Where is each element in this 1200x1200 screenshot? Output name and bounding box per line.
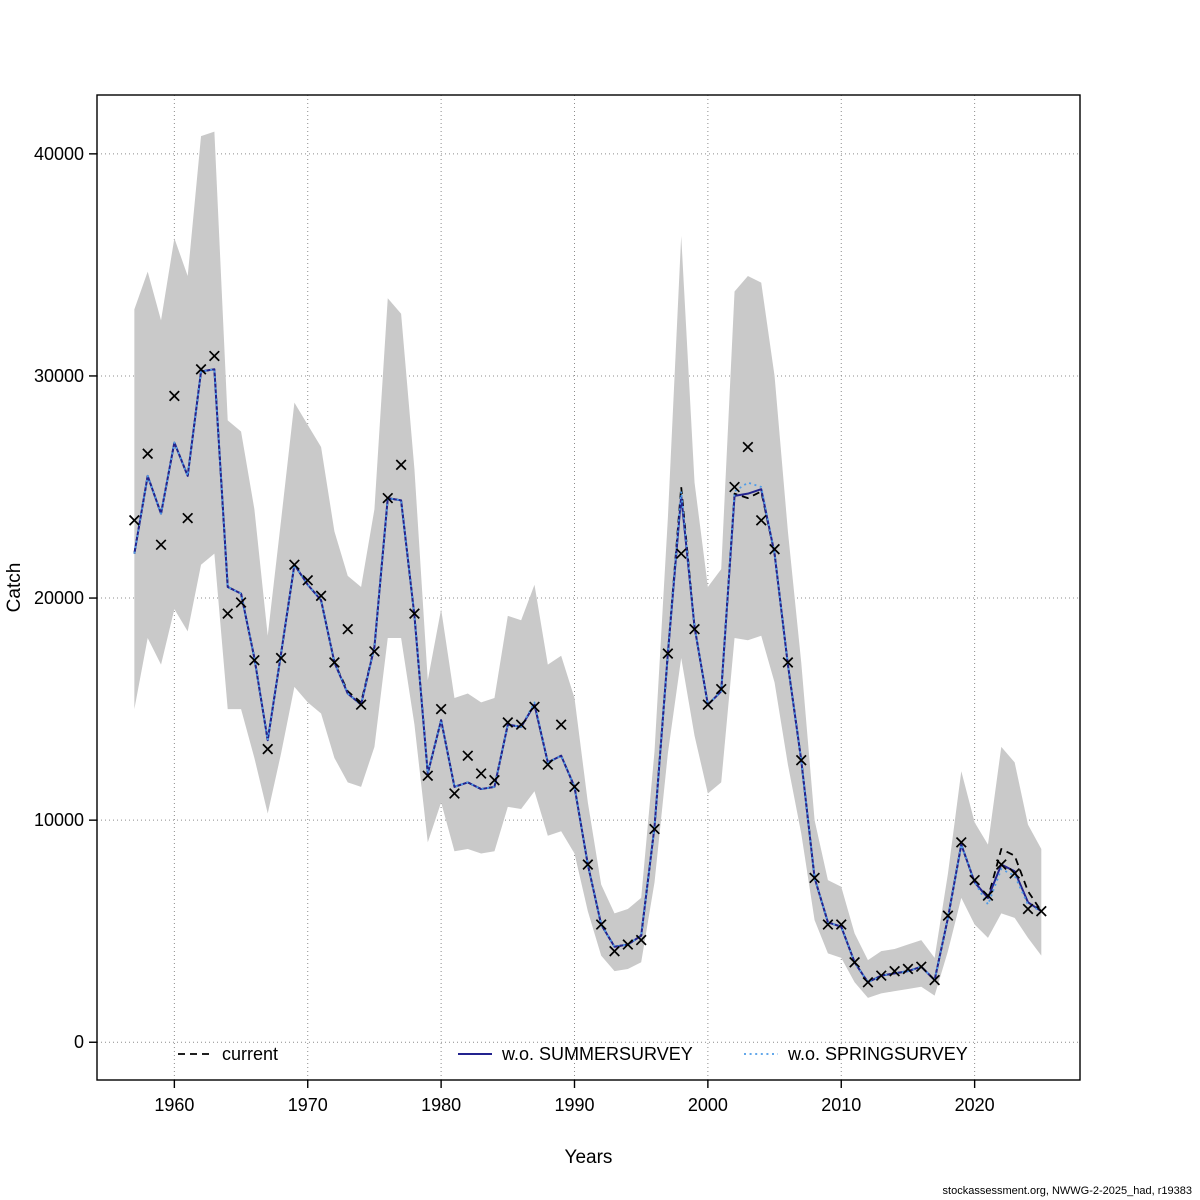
observation-marker [435, 703, 447, 715]
observation-marker [542, 759, 554, 771]
y-tick-label: 30000 [34, 366, 84, 386]
observation-marker [595, 919, 607, 930]
observation-marker [795, 754, 807, 766]
observation-marker [689, 623, 700, 635]
y-tick-label: 10000 [34, 810, 84, 830]
observation-marker [409, 608, 420, 619]
observation-marker [515, 719, 527, 731]
observation-marker [849, 956, 860, 968]
observation-marker [875, 970, 887, 982]
observation-marker [275, 652, 287, 664]
legend-label: w.o. SPRINGSURVEY [787, 1044, 968, 1064]
y-tick-label: 0 [74, 1032, 84, 1052]
observation-marker [182, 512, 194, 524]
observation-marker [422, 770, 434, 782]
observation-marker [208, 350, 220, 362]
x-tick-label: 1990 [554, 1095, 594, 1115]
observation-marker [822, 919, 834, 930]
observation-marker [302, 574, 314, 586]
legend-item-wo-summersurvey: w.o. SUMMERSURVEY [458, 1044, 693, 1064]
footer-attribution: stockassessment.org, NWWG-2-2025_had, r1… [942, 1185, 1192, 1197]
observation-marker [489, 774, 500, 786]
observation-marker [1009, 868, 1021, 879]
observation-marker [769, 543, 780, 555]
x-tick-label: 1970 [288, 1095, 328, 1115]
observation-marker [288, 559, 300, 571]
legend-label: w.o. SUMMERSURVEY [501, 1044, 693, 1064]
observation-marker [902, 963, 914, 975]
y-axis-title: Catch [4, 563, 25, 613]
observation-marker [982, 890, 994, 902]
observation-marker [942, 910, 954, 922]
observation-marker [809, 872, 820, 884]
observation-marker [929, 974, 941, 986]
observation-marker [1035, 905, 1047, 917]
observation-marker [142, 448, 154, 460]
observation-marker [742, 441, 754, 453]
observation-marker [329, 657, 340, 668]
observation-marker [635, 934, 647, 946]
observation-marker [262, 743, 274, 755]
observation-marker [342, 623, 354, 635]
observation-marker [248, 654, 260, 666]
observation-marker [195, 363, 207, 375]
observation-marker [729, 481, 740, 493]
observation-marker [995, 859, 1007, 870]
observation-marker [609, 945, 620, 957]
observation-marker [955, 836, 967, 848]
observation-marker [649, 823, 660, 835]
observation-marker [782, 657, 794, 668]
observed-catches [128, 350, 1047, 988]
observation-marker [862, 976, 874, 988]
observation-marker [622, 939, 634, 950]
y-tick-label: 20000 [34, 588, 84, 608]
observation-marker [835, 919, 847, 930]
observation-marker [382, 492, 394, 504]
legend: current w.o. SUMMERSURVEY w.o. SPRINGSURVE… [178, 1044, 968, 1064]
observation-marker [1022, 903, 1034, 915]
observation-marker [582, 859, 594, 870]
legend-item-wo-springsurvey: w.o. SPRINGSURVEY [744, 1044, 968, 1064]
x-axis-title: Years [565, 1147, 613, 1168]
observation-marker [462, 750, 474, 762]
observation-marker [675, 548, 687, 560]
observation-marker [155, 539, 167, 551]
observation-marker [555, 719, 567, 731]
legend-label: current [222, 1044, 278, 1064]
observation-marker [702, 699, 714, 711]
observation-marker [569, 781, 580, 793]
observation-marker [475, 768, 487, 779]
x-tick-label: 2020 [955, 1095, 995, 1115]
confidence-band [134, 131, 1042, 998]
axes: 1960 1970 1980 1990 2000 2010 2020 0 10000 20000 3… [34, 144, 995, 1115]
observation-marker [235, 597, 247, 608]
observation-marker [355, 699, 367, 711]
x-tick-label: 2000 [688, 1095, 728, 1115]
observation-marker [168, 390, 180, 402]
observation-marker [915, 961, 927, 973]
observation-marker [969, 874, 981, 886]
observation-marker [662, 648, 674, 659]
y-tick-label: 40000 [34, 144, 84, 164]
plot-border [96, 94, 1081, 1081]
observation-marker [222, 608, 234, 619]
observation-marker [449, 788, 460, 799]
observation-marker [715, 683, 727, 695]
observation-marker [529, 701, 540, 713]
observation-marker [502, 717, 514, 728]
observation-marker [315, 590, 327, 602]
observation-marker [395, 459, 407, 471]
observation-marker [128, 514, 140, 526]
x-tick-label: 1960 [154, 1095, 194, 1115]
legend-item-current: current [178, 1044, 278, 1064]
observation-marker [755, 514, 767, 526]
observation-marker [369, 645, 380, 657]
observation-marker [889, 965, 901, 977]
x-tick-label: 1980 [421, 1095, 461, 1115]
x-tick-label: 2010 [821, 1095, 861, 1115]
